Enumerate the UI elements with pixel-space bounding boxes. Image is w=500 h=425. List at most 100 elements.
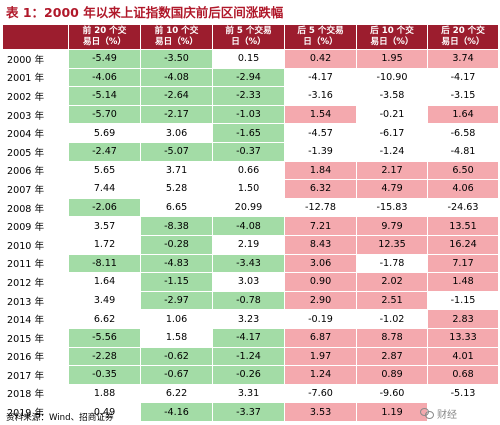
value-cell: -2.64: [140, 86, 213, 106]
value-cell: 6.50: [427, 160, 499, 181]
value-cell: -4.17: [427, 67, 499, 88]
value-cell: -0.28: [140, 234, 213, 255]
value-cell: 1.50: [212, 179, 285, 199]
table-row: 2003 年 -5.70 -2.17 -1.03 1.54 -0.21 1.64: [2, 104, 499, 125]
value-cell: 8.43: [284, 234, 357, 255]
value-cell: -12.78: [284, 197, 357, 218]
year-cell: 2018 年: [2, 383, 69, 404]
value-cell: 20.99: [212, 197, 285, 218]
table-row: 2004 年 5.69 3.06 -1.65 -4.57 -6.17 -6.58: [2, 123, 499, 143]
value-cell: 1.54: [284, 104, 357, 125]
value-cell: -3.50: [140, 49, 213, 69]
value-cell: 2.51: [356, 290, 428, 311]
value-cell: -0.26: [212, 365, 285, 385]
value-cell: -1.02: [356, 309, 428, 329]
table-row: 2016 年 -2.28 -0.62 -1.24 1.97 2.87 4.01: [2, 346, 499, 367]
value-cell: -5.56: [68, 327, 141, 348]
header-row: 前 20 个交 易日（%） 前 10 个交 易日（%） 前 5 个交易 日（%）…: [2, 24, 499, 50]
value-cell: -6.58: [427, 123, 499, 143]
value-cell: 4.06: [427, 179, 499, 199]
value-cell: -3.16: [284, 86, 357, 106]
value-cell: -6.17: [356, 123, 428, 143]
table-row: 2002 年 -5.14 -2.64 -2.33 -3.16 -3.58 -3.15: [2, 86, 499, 106]
value-cell: -4.08: [212, 216, 285, 236]
year-cell: 2007 年: [2, 179, 69, 199]
value-cell: 1.95: [356, 49, 428, 69]
year-cell: 2002 年: [2, 86, 69, 106]
value-cell: 0.15: [212, 49, 285, 69]
value-cell: 13.33: [427, 327, 499, 348]
year-cell: 2010 年: [2, 234, 69, 255]
value-cell: 3.74: [427, 49, 499, 69]
value-cell: 5.28: [140, 179, 213, 199]
value-cell: -5.13: [427, 383, 499, 404]
table-row: 2011 年 -8.11 -4.83 -3.43 3.06 -1.78 7.17: [2, 253, 499, 274]
value-cell: 0.42: [284, 49, 357, 69]
value-cell: 6.87: [284, 327, 357, 348]
value-cell: 9.79: [356, 216, 428, 236]
table-row: 2018 年 1.88 6.22 3.31 -7.60 -9.60 -5.13: [2, 383, 499, 404]
table-row: 2010 年 1.72 -0.28 2.19 8.43 12.35 16.24: [2, 234, 499, 255]
value-cell: 0.68: [427, 365, 499, 385]
value-cell: 3.31: [212, 383, 285, 404]
value-cell: -5.14: [68, 86, 141, 106]
value-cell: -7.60: [284, 383, 357, 404]
value-cell: 8.78: [356, 327, 428, 348]
header-year: [2, 24, 69, 50]
value-cell: 1.06: [140, 309, 213, 329]
table-body: 2000 年 -5.49 -3.50 0.15 0.42 1.95 3.74 2001 年 -4…: [2, 49, 499, 422]
table-row: 2019 年 0.49 -4.16 -3.37 3.53 1.19: [2, 402, 499, 422]
value-cell: -1.39: [284, 141, 357, 162]
value-cell: -0.21: [356, 104, 428, 125]
value-cell: -4.83: [140, 253, 213, 274]
value-cell: -2.47: [68, 141, 141, 162]
header-post20: 后 20 个交 易日（%）: [427, 24, 499, 50]
value-cell: 2.87: [356, 346, 428, 367]
chat-bubbles-icon: [420, 407, 434, 419]
source-note: 资料来源：Wind、招商证券: [6, 413, 114, 423]
value-cell: -1.15: [427, 290, 499, 311]
year-cell: 2014 年: [2, 309, 69, 329]
value-cell: 0.49: [68, 402, 141, 422]
table-row: 2013 年 3.49 -2.97 -0.78 2.90 2.51 -1.15: [2, 290, 499, 311]
table-row: 2007 年 7.44 5.28 1.50 6.32 4.79 4.06: [2, 179, 499, 199]
table-row: 2008 年 -2.06 6.65 20.99 -12.78 -15.83 -24.63: [2, 197, 499, 218]
value-cell: -1.15: [140, 272, 213, 292]
table-row: 2014 年 6.62 1.06 3.23 -0.19 -1.02 2.83: [2, 309, 499, 329]
value-cell: -2.94: [212, 67, 285, 88]
year-cell: 2015 年: [2, 327, 69, 348]
year-cell: 2001 年: [2, 67, 69, 88]
year-cell: 2004 年: [2, 123, 69, 143]
table-row: 2017 年 -0.35 -0.67 -0.26 1.24 0.89 0.68: [2, 365, 499, 385]
value-cell: -24.63: [427, 197, 499, 218]
value-cell: 6.65: [140, 197, 213, 218]
value-cell: -3.37: [212, 402, 285, 422]
year-cell: 2008 年: [2, 197, 69, 218]
year-cell: 2006 年: [2, 160, 69, 181]
value-cell: 3.53: [284, 402, 357, 422]
value-cell: -0.62: [140, 346, 213, 367]
returns-table: 前 20 个交 易日（%） 前 10 个交 易日（%） 前 5 个交易 日（%）…: [2, 24, 499, 422]
value-cell: 7.44: [68, 179, 141, 199]
value-cell: 0.66: [212, 160, 285, 181]
header-pre5: 前 5 个交易 日（%）: [212, 24, 285, 50]
value-cell: -0.67: [140, 365, 213, 385]
value-cell: 0.90: [284, 272, 357, 292]
value-cell: -1.24: [356, 141, 428, 162]
table-row: 2006 年 5.65 3.71 0.66 1.84 2.17 6.50: [2, 160, 499, 181]
year-cell: 2016 年: [2, 346, 69, 367]
year-cell: 2011 年: [2, 253, 69, 274]
value-cell: 1.64: [427, 104, 499, 125]
year-cell: 2000 年: [2, 49, 69, 69]
value-cell: 1.84: [284, 160, 357, 181]
value-cell: 1.64: [68, 272, 141, 292]
watermark-text: 财经: [437, 409, 457, 421]
header-pre20: 前 20 个交 易日（%）: [68, 24, 141, 50]
value-cell: 1.24: [284, 365, 357, 385]
value-cell: -4.08: [140, 67, 213, 88]
value-cell: 2.83: [427, 309, 499, 329]
value-cell: 1.19: [356, 402, 428, 422]
value-cell: 3.06: [140, 123, 213, 143]
value-cell: -2.33: [212, 86, 285, 106]
year-cell: 2005 年: [2, 141, 69, 162]
